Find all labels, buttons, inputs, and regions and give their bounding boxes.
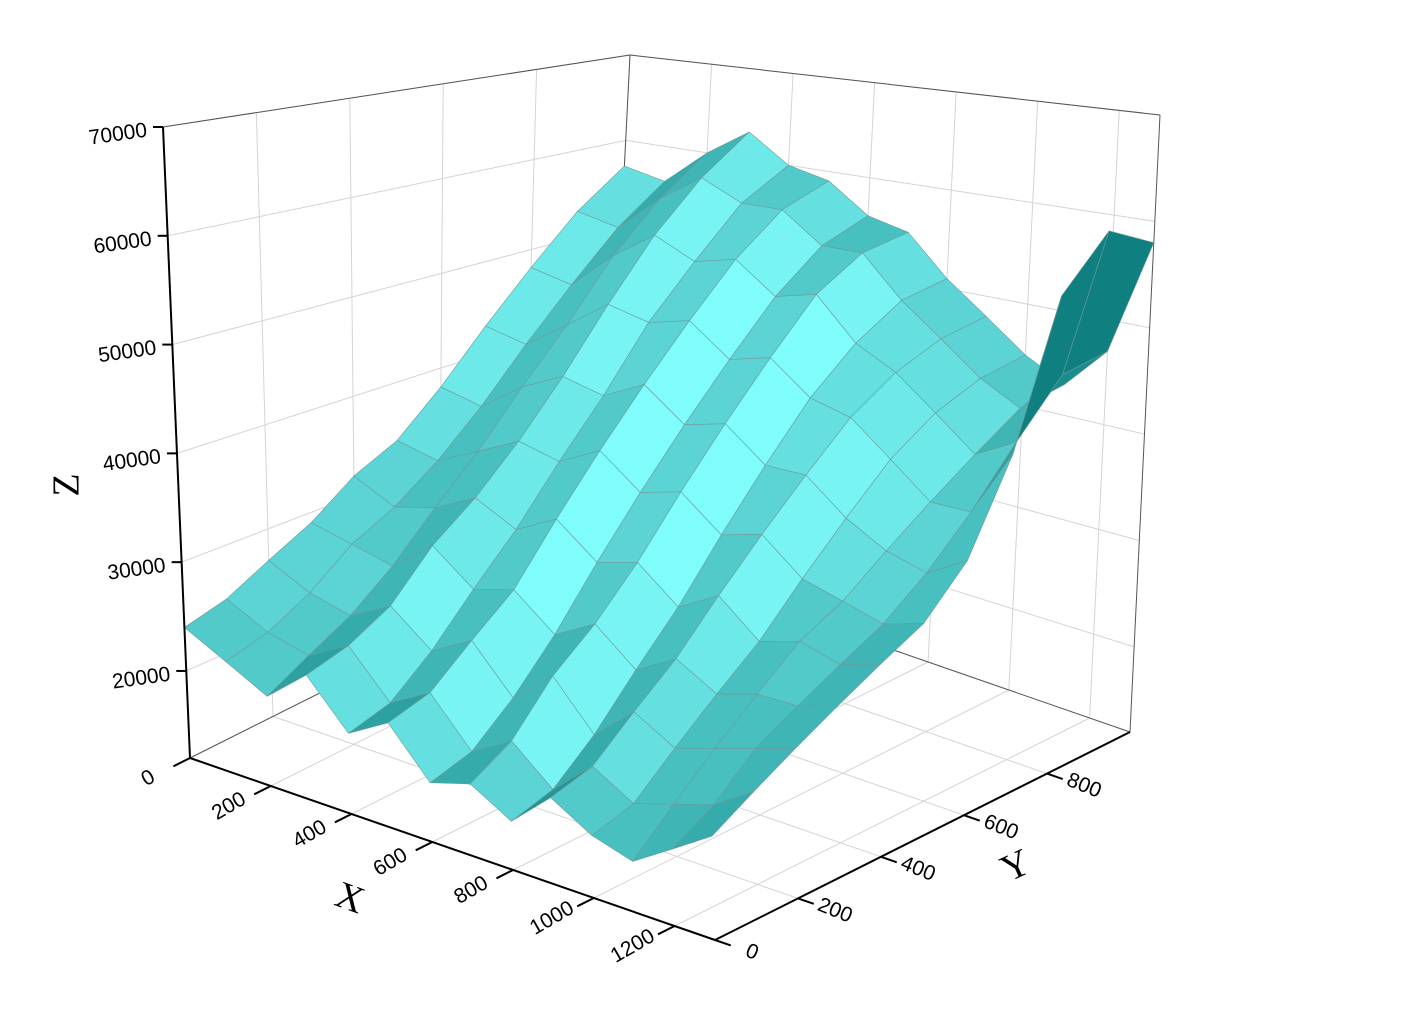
- z-tick-label: 60000: [92, 227, 153, 258]
- y-tick: [797, 897, 815, 905]
- surface-cell: [671, 791, 755, 850]
- x-tick: [334, 813, 352, 824]
- y-tick-label: 0: [742, 939, 761, 965]
- z-tick-label: 20000: [111, 663, 172, 694]
- box-edge: [629, 54, 1161, 116]
- x-tick-label: 1000: [526, 896, 578, 939]
- y-tick: [963, 814, 981, 822]
- y-tick-label: 200: [815, 893, 856, 927]
- x-tick-label: 200: [208, 787, 250, 824]
- y-tick-label: 600: [981, 810, 1022, 844]
- x-tick: [253, 785, 272, 796]
- z-tick-label: 70000: [87, 119, 148, 150]
- x-axis: [189, 757, 716, 941]
- x-tick-label: 800: [450, 871, 492, 908]
- z-axis-title: Z: [46, 473, 88, 496]
- x-tick-label: 0: [137, 765, 159, 791]
- y-axis: [714, 731, 1131, 941]
- y-tick-label: 800: [1064, 768, 1105, 802]
- y-axis-title: Y: [994, 841, 1037, 891]
- box-edge: [162, 54, 631, 128]
- x-tick-label: 1200: [607, 924, 659, 967]
- z-axis: [162, 126, 191, 759]
- grid-line: [172, 225, 622, 346]
- z-tick-label: 40000: [101, 445, 162, 476]
- y-tick: [880, 855, 898, 864]
- grid-line: [167, 139, 626, 237]
- grid-line: [272, 715, 799, 899]
- y-tick: [1046, 772, 1064, 781]
- grid-line: [593, 689, 1010, 899]
- x-tick: [415, 841, 433, 852]
- x-axis-title: X: [330, 873, 370, 922]
- x-tick: [657, 925, 676, 936]
- y-tick-label: 400: [898, 851, 939, 885]
- x-tick: [172, 757, 191, 768]
- x-tick: [496, 869, 514, 880]
- z-tick-label: 30000: [106, 554, 167, 585]
- grid-line: [674, 717, 1090, 927]
- z-tick-label: 50000: [97, 336, 158, 367]
- grid-line: [1089, 110, 1120, 719]
- x-tick-label: 600: [369, 843, 411, 880]
- y-tick: [714, 939, 732, 947]
- box-edge: [1129, 114, 1161, 733]
- x-tick: [576, 897, 595, 908]
- x-tick-label: 400: [289, 815, 331, 852]
